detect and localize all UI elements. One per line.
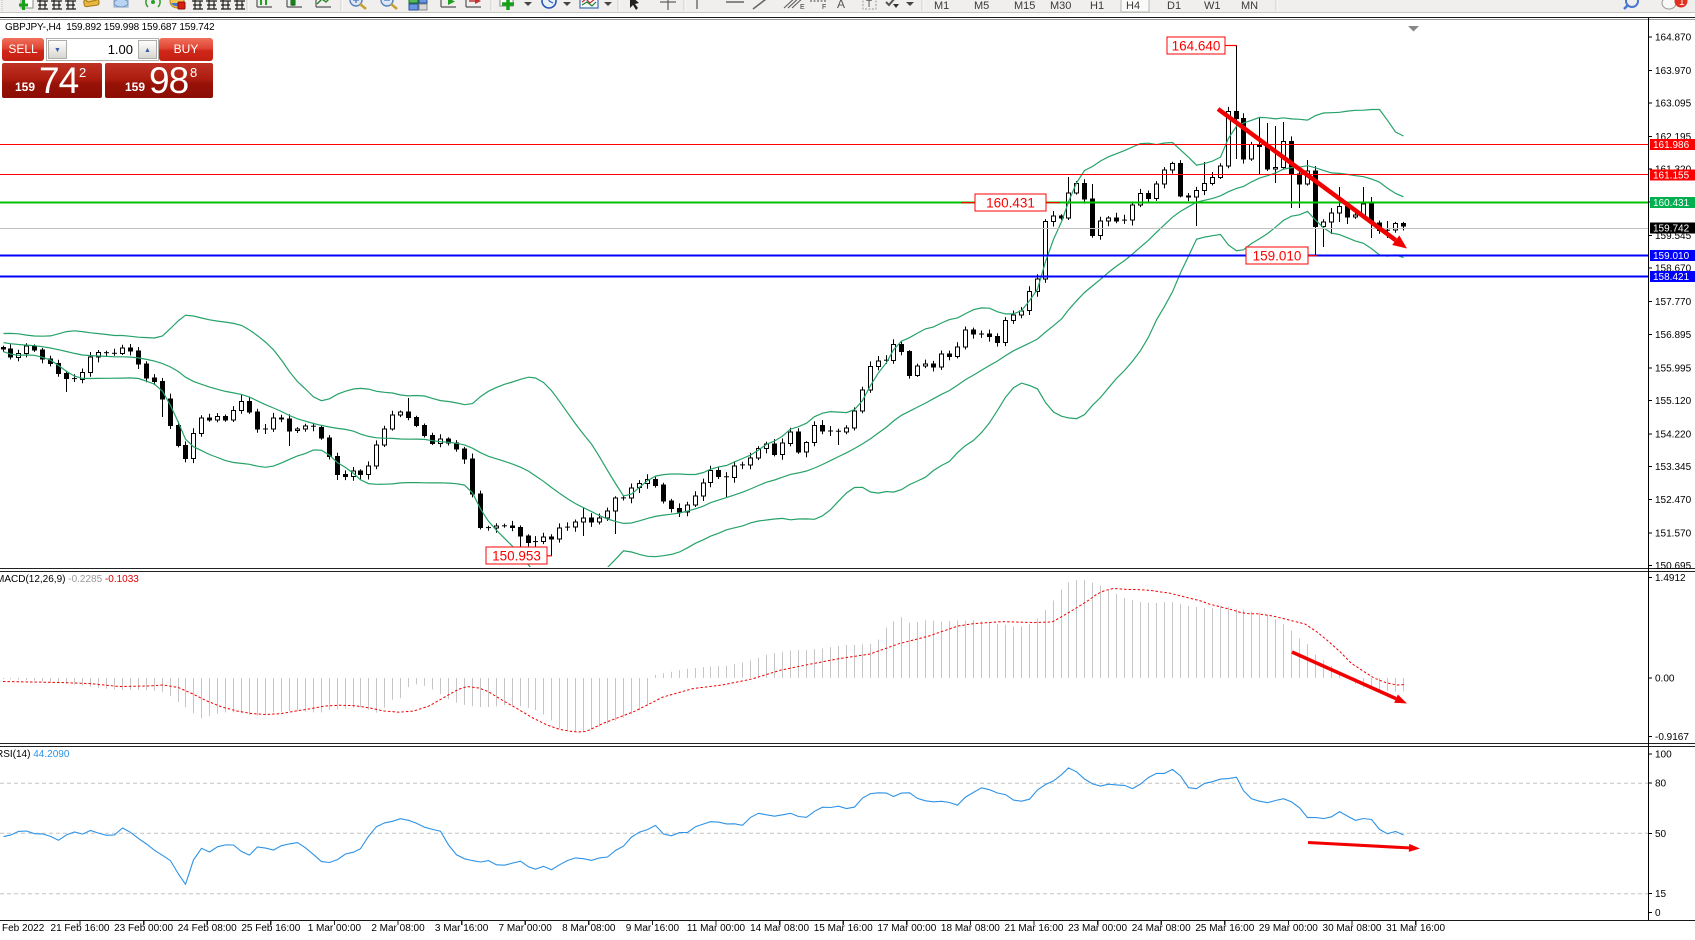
svg-text:160.431: 160.431 xyxy=(986,196,1035,211)
svg-text:14 Mar 08:00: 14 Mar 08:00 xyxy=(750,923,809,934)
svg-text:15: 15 xyxy=(1655,889,1667,900)
svg-text:158.421: 158.421 xyxy=(1653,272,1690,283)
svg-text:A: A xyxy=(837,0,845,11)
svg-text:18 Mar 08:00: 18 Mar 08:00 xyxy=(941,923,1000,934)
svg-text:30 Mar 08:00: 30 Mar 08:00 xyxy=(1323,923,1382,934)
svg-text:158.670: 158.670 xyxy=(1655,264,1692,275)
svg-text:100: 100 xyxy=(1655,750,1672,761)
svg-text:H1: H1 xyxy=(1090,0,1104,12)
svg-text:163.095: 163.095 xyxy=(1655,99,1692,110)
svg-text:164.640: 164.640 xyxy=(1172,39,1221,54)
svg-text:17 Mar 00:00: 17 Mar 00:00 xyxy=(877,923,936,934)
svg-text:24 Feb 08:00: 24 Feb 08:00 xyxy=(178,923,237,934)
svg-text:50: 50 xyxy=(1655,829,1667,840)
svg-text:29 Mar 00:00: 29 Mar 00:00 xyxy=(1259,923,1318,934)
svg-text:F: F xyxy=(822,4,826,11)
svg-text:25 Feb 16:00: 25 Feb 16:00 xyxy=(241,923,300,934)
svg-text:162.195: 162.195 xyxy=(1655,132,1692,143)
svg-text:W1: W1 xyxy=(1204,0,1221,12)
svg-text:151.570: 151.570 xyxy=(1655,528,1692,539)
svg-text:-0.9167: -0.9167 xyxy=(1655,732,1689,743)
svg-text:154.220: 154.220 xyxy=(1655,430,1692,441)
svg-text:11 Mar 00:00: 11 Mar 00:00 xyxy=(687,923,746,934)
svg-text:31 Mar 16:00: 31 Mar 16:00 xyxy=(1386,923,1445,934)
svg-text:M30: M30 xyxy=(1050,0,1071,12)
svg-text:RSI(14) 44.2090: RSI(14) 44.2090 xyxy=(0,749,70,760)
svg-text:163.970: 163.970 xyxy=(1655,66,1692,77)
svg-text:7 Mar 00:00: 7 Mar 00:00 xyxy=(499,923,553,934)
svg-text:150.695: 150.695 xyxy=(1655,561,1692,572)
svg-text:150.953: 150.953 xyxy=(492,549,541,564)
svg-text:3 Mar 16:00: 3 Mar 16:00 xyxy=(435,923,489,934)
svg-text:M15: M15 xyxy=(1014,0,1035,12)
svg-text:161.986: 161.986 xyxy=(1653,140,1690,151)
svg-text:23 Feb 00:00: 23 Feb 00:00 xyxy=(114,923,173,934)
svg-text:159.010: 159.010 xyxy=(1653,251,1690,262)
svg-text:152.470: 152.470 xyxy=(1655,495,1692,506)
svg-text:MN: MN xyxy=(1241,0,1258,12)
svg-text:161.155: 161.155 xyxy=(1653,170,1690,181)
svg-text:9 Mar 16:00: 9 Mar 16:00 xyxy=(626,923,680,934)
svg-text:157.770: 157.770 xyxy=(1655,297,1692,308)
svg-text:E: E xyxy=(800,4,805,11)
svg-text:156.895: 156.895 xyxy=(1655,330,1692,341)
svg-text:1.4912: 1.4912 xyxy=(1655,573,1686,584)
svg-text:80: 80 xyxy=(1655,779,1667,790)
svg-text:159.742: 159.742 xyxy=(1653,224,1690,235)
svg-text:155.995: 155.995 xyxy=(1655,363,1692,374)
svg-text:M1: M1 xyxy=(934,0,949,12)
svg-text:159.010: 159.010 xyxy=(1253,249,1302,264)
svg-text:MACD(12,26,9) -0.2285 -0.1033: MACD(12,26,9) -0.2285 -0.1033 xyxy=(0,574,139,585)
svg-text:21 Feb 16:00: 21 Feb 16:00 xyxy=(51,923,110,934)
svg-text:0.00: 0.00 xyxy=(1655,674,1675,685)
svg-text:8 Mar 08:00: 8 Mar 08:00 xyxy=(562,923,616,934)
svg-text:164.870: 164.870 xyxy=(1655,32,1692,43)
svg-text:M5: M5 xyxy=(974,0,989,12)
svg-text:15 Mar 16:00: 15 Mar 16:00 xyxy=(814,923,873,934)
svg-text:159.545: 159.545 xyxy=(1655,231,1692,242)
svg-text:24 Mar 08:00: 24 Mar 08:00 xyxy=(1132,923,1191,934)
svg-text:153.345: 153.345 xyxy=(1655,462,1692,473)
svg-text:23 Mar 00:00: 23 Mar 00:00 xyxy=(1068,923,1127,934)
svg-text:T: T xyxy=(866,0,872,10)
svg-text:0: 0 xyxy=(1655,908,1661,919)
svg-text:2 Mar 08:00: 2 Mar 08:00 xyxy=(371,923,425,934)
svg-text:H4: H4 xyxy=(1126,0,1140,12)
svg-text:D1: D1 xyxy=(1167,0,1181,12)
svg-text:160.431: 160.431 xyxy=(1653,198,1690,209)
svg-text:Feb 2022: Feb 2022 xyxy=(2,923,45,934)
svg-text:1 Mar 00:00: 1 Mar 00:00 xyxy=(308,923,362,934)
svg-text:25 Mar 16:00: 25 Mar 16:00 xyxy=(1195,923,1254,934)
svg-text:1: 1 xyxy=(1679,0,1685,8)
svg-text:155.120: 155.120 xyxy=(1655,396,1692,407)
svg-text:21 Mar 16:00: 21 Mar 16:00 xyxy=(1005,923,1064,934)
